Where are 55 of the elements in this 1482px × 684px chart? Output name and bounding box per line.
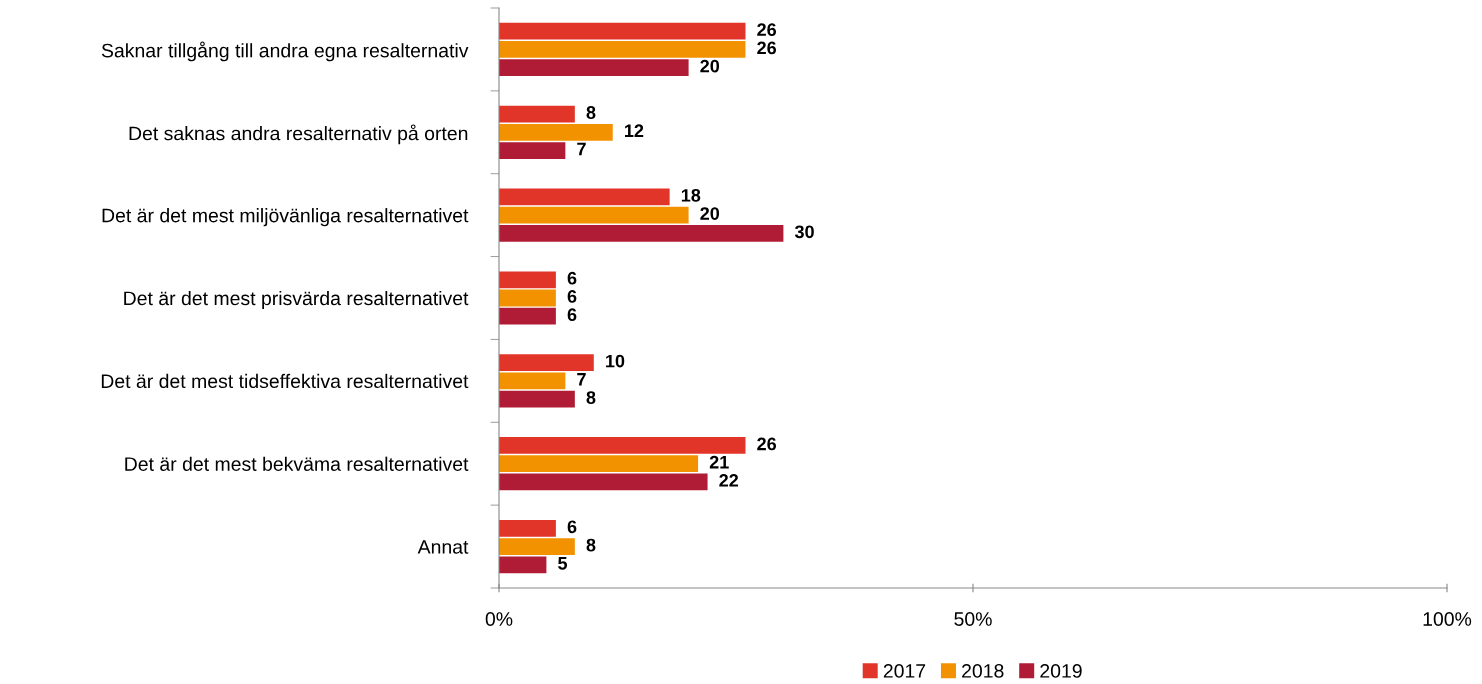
x-tick-label: 50%: [954, 612, 992, 626]
bar: [499, 142, 566, 159]
data-label: 7: [577, 373, 586, 386]
data-label: 12: [625, 124, 644, 137]
data-label: 22: [719, 474, 739, 487]
y-tick-label: Det är det mest tidseffektiva resalternativet: [101, 373, 469, 389]
legend-label: 2017: [883, 664, 926, 678]
bar: [499, 390, 575, 408]
x-tick-label: 0%: [485, 612, 513, 626]
bar: [499, 455, 699, 473]
data-label: 6: [567, 271, 577, 285]
bar: [499, 556, 547, 574]
data-label: 18: [681, 188, 701, 202]
bar: [499, 22, 746, 40]
data-label: 10: [606, 354, 625, 368]
y-tick-label: Det saknas andra resalternativ på orten: [129, 124, 468, 145]
bar: [499, 59, 689, 77]
bar: [499, 519, 556, 537]
bar: [499, 289, 556, 307]
legend-label: 2019: [1040, 664, 1082, 678]
y-tick-label: Annat: [417, 540, 469, 554]
bar: [499, 538, 575, 555]
data-label: 7: [577, 142, 586, 156]
data-label: 26: [757, 41, 777, 55]
y-tick-label: Det är det mest prisvärda resalternativet: [124, 290, 469, 310]
bar: [499, 437, 746, 454]
bar: [499, 206, 689, 224]
bar: [499, 123, 613, 141]
data-label: 8: [586, 106, 596, 119]
bar: [499, 188, 670, 206]
bar: [499, 105, 575, 123]
bar: [499, 41, 746, 58]
y-tick-label: Saknar tillgång till andra egna resalternativ: [101, 41, 469, 62]
bar: [499, 354, 594, 372]
bar: [499, 372, 566, 390]
data-label: 5: [558, 557, 568, 570]
data-label: 6: [567, 308, 577, 322]
data-label: 8: [586, 391, 596, 404]
bar: [499, 224, 784, 242]
data-label: 20: [700, 59, 720, 73]
data-label: 26: [757, 23, 777, 37]
bar: [499, 307, 556, 325]
data-label: 30: [794, 225, 814, 239]
y-tick-label: Det är det mest bekväma resalternativet: [125, 456, 469, 471]
data-label: 26: [757, 437, 777, 451]
x-tick-label: 100%: [1423, 612, 1472, 626]
bar: [499, 473, 708, 491]
y-tick-label: Det är det mest miljövänliga resalternativet: [102, 208, 469, 227]
bar: [499, 271, 556, 289]
data-label: 6: [567, 290, 577, 303]
data-label: 8: [586, 538, 596, 552]
data-label: 6: [567, 520, 577, 534]
data-label: 20: [700, 207, 720, 220]
legend-label: 2018: [962, 664, 1004, 678]
data-label: 21: [709, 455, 729, 469]
